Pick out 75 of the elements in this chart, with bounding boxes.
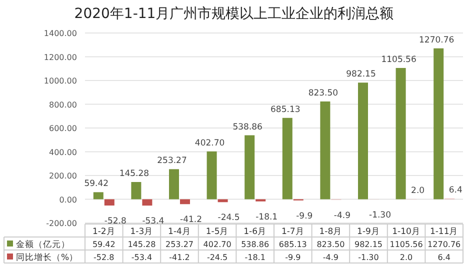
text: 6.4 xyxy=(448,185,462,196)
data-label: -9.9 xyxy=(285,253,301,262)
data-label: -52.8 xyxy=(94,253,114,262)
text: -24.5 xyxy=(218,213,240,224)
bar xyxy=(180,199,190,204)
bar xyxy=(131,182,142,200)
bar xyxy=(93,192,104,200)
chart-title: 2020年1-11月广州市规模以上工业企业的利润总额 xyxy=(74,6,394,22)
data-label: -24.5 xyxy=(206,253,228,262)
bar xyxy=(169,169,179,200)
x-tick-label: 1-4月 xyxy=(168,227,191,237)
x-tick-label: 1-2月 xyxy=(92,227,116,237)
y-tick-label: 1000.00 xyxy=(44,76,77,86)
text: 538.86 xyxy=(232,122,262,132)
data-label: -53.4 xyxy=(131,253,152,262)
data-label: 538.86 xyxy=(241,240,270,249)
bar xyxy=(244,135,255,200)
data-label: 253.27 xyxy=(166,240,194,249)
text: -4.9 xyxy=(334,210,350,221)
text: -9.9 xyxy=(296,211,313,222)
y-tick-label: 1400.00 xyxy=(44,29,77,38)
x-tick-label: 1-5月 xyxy=(206,227,229,237)
text: 2.0 xyxy=(411,186,425,196)
text: -1.30 xyxy=(369,210,391,220)
data-label: 685.13 xyxy=(278,240,307,249)
bar xyxy=(206,151,217,200)
text: 982.15 xyxy=(346,70,376,80)
text: 1105.56 xyxy=(381,54,416,65)
x-tick-label: 1-7月 xyxy=(281,227,304,237)
data-label: 6.4 xyxy=(438,253,450,262)
y-tick-label: 1200.00 xyxy=(44,52,77,62)
y-tick-label: 0.00 xyxy=(59,195,77,204)
data-label: 1105.56 xyxy=(390,240,423,249)
legend-label: 金额（亿元） xyxy=(16,239,70,250)
text: 1270.76 xyxy=(419,35,454,46)
data-label: -1.30 xyxy=(358,253,379,262)
text: 402.70 xyxy=(194,138,225,148)
data-label: 402.70 xyxy=(203,240,232,249)
bar xyxy=(282,118,292,200)
x-tick-label: 1-6月 xyxy=(244,227,267,237)
text: -53.4 xyxy=(142,216,164,227)
text: 253.27 xyxy=(157,156,187,166)
y-tick-label: 600.00 xyxy=(49,124,77,133)
bar xyxy=(358,82,368,200)
x-tick-label: 1-9月 xyxy=(357,227,380,237)
text: -52.8 xyxy=(104,216,126,227)
y-tick-label: -200.00 xyxy=(46,219,77,228)
x-tick-label: 1-8月 xyxy=(319,227,342,237)
data-label: -41.2 xyxy=(169,253,190,262)
y-tick-label: 200.00 xyxy=(49,172,77,180)
legend-label: 同比增长（%） xyxy=(16,252,78,263)
text: -41.2 xyxy=(180,215,202,226)
x-tick-label: 1-10月 xyxy=(392,227,420,237)
data-label: -4.9 xyxy=(322,253,339,262)
data-label: -18.1 xyxy=(244,253,266,262)
x-tick-label: 1-3月 xyxy=(130,227,154,237)
text: 685.13 xyxy=(270,104,300,115)
data-label: 145.28 xyxy=(128,240,156,249)
text: -18.1 xyxy=(256,212,278,222)
bar xyxy=(142,199,152,206)
data-label: 59.42 xyxy=(92,240,116,249)
bar xyxy=(320,101,330,200)
text: 823.50 xyxy=(308,88,338,98)
y-tick-label: 400.00 xyxy=(49,148,77,157)
text: 59.42 xyxy=(84,179,109,190)
data-label: 982.15 xyxy=(354,240,382,249)
data-label: 1270.76 xyxy=(428,240,461,249)
x-tick-label: 1-11月 xyxy=(430,227,458,237)
text: 145.28 xyxy=(119,169,150,179)
y-tick-label: 800.00 xyxy=(49,100,77,110)
bar xyxy=(396,68,406,200)
bar xyxy=(104,199,114,206)
bar xyxy=(434,48,444,200)
data-label: 2.0 xyxy=(400,253,413,262)
data-label: 823.50 xyxy=(316,240,345,249)
